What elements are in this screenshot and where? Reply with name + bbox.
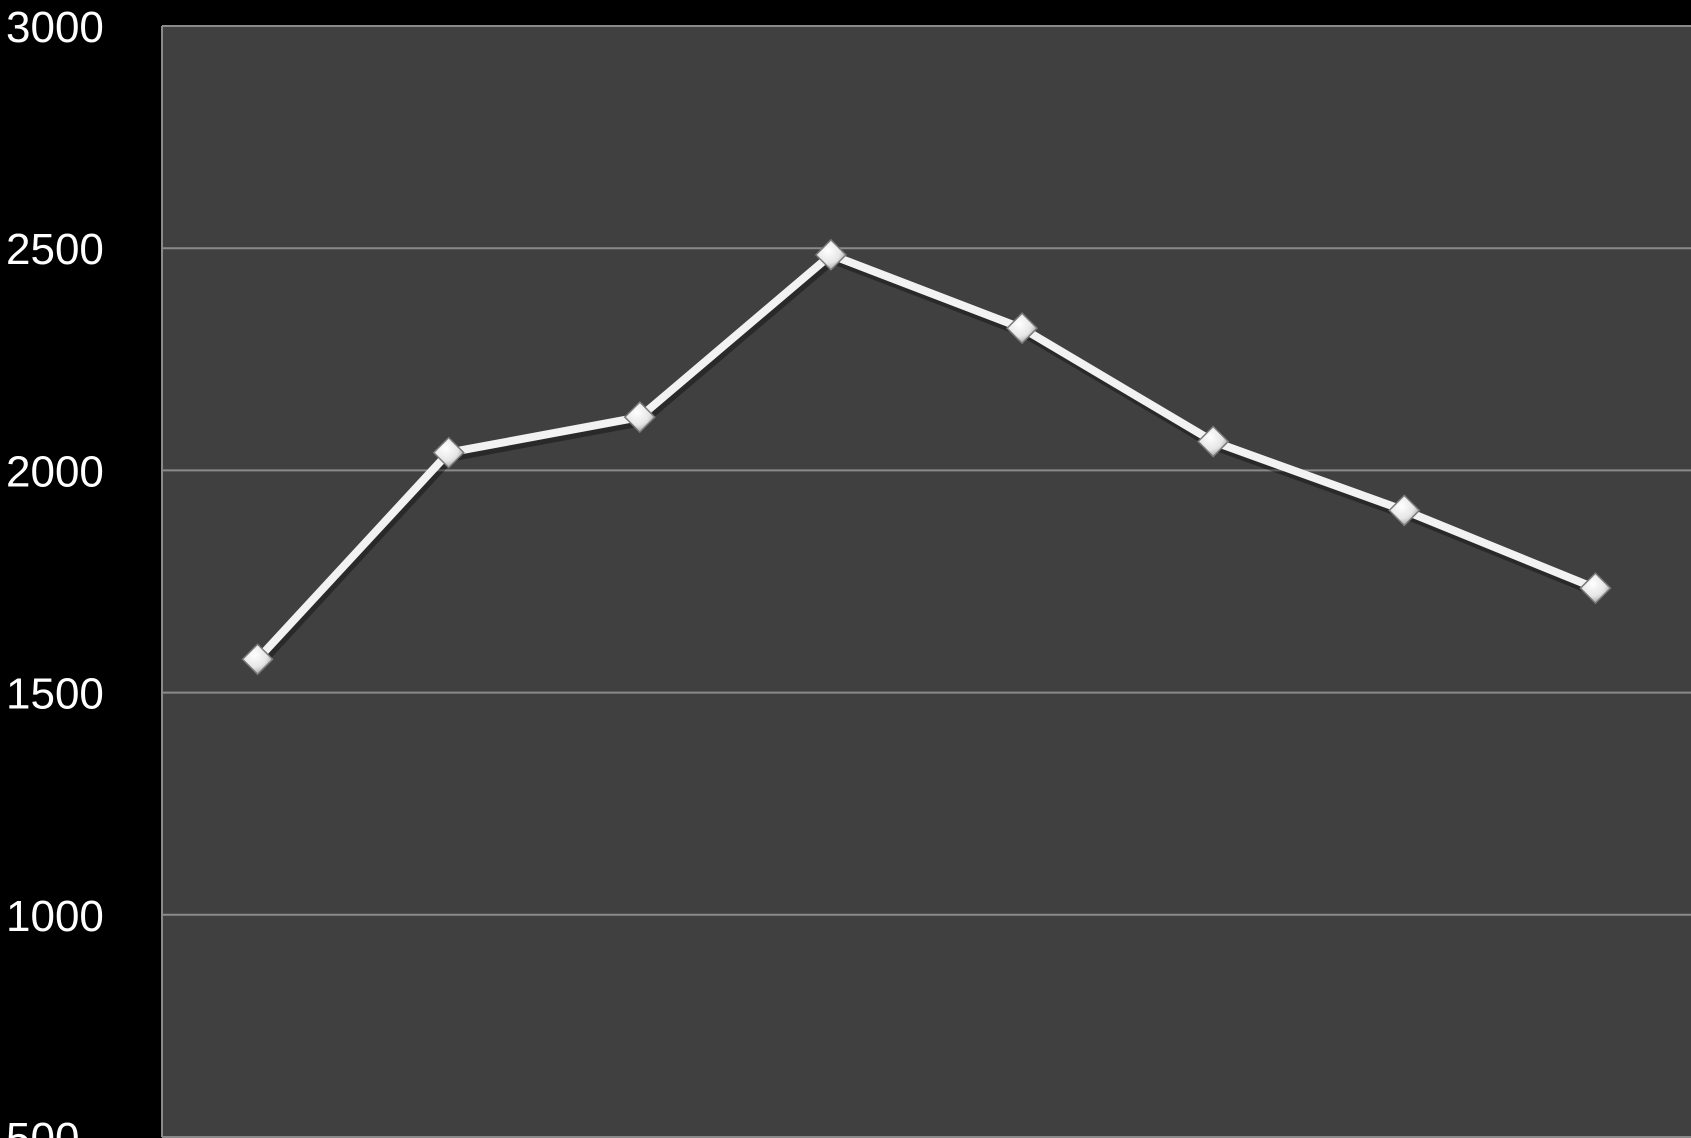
y-tick-label: 1000 bbox=[6, 892, 104, 941]
y-tick-label: 2000 bbox=[6, 447, 104, 496]
data-point-marker bbox=[814, 238, 847, 271]
data-point-marker bbox=[241, 643, 274, 676]
data-point-marker bbox=[432, 436, 465, 469]
data-point-marker bbox=[1197, 425, 1230, 458]
gridlines bbox=[161, 25, 1691, 1138]
y-axis-tick-labels: 3000 2500 2000 1500 1000 500 bbox=[6, 3, 104, 1138]
data-point-marker bbox=[623, 401, 656, 434]
series-layer bbox=[241, 238, 1612, 676]
series-line bbox=[254, 250, 1597, 663]
data-point-marker bbox=[1579, 572, 1612, 605]
y-tick-label: 3000 bbox=[6, 3, 104, 52]
y-tick-label: 1500 bbox=[6, 670, 104, 719]
y-tick-label: 2500 bbox=[6, 225, 104, 274]
data-point-marker bbox=[1006, 312, 1039, 345]
plot-area bbox=[162, 26, 1691, 1137]
data-point-marker bbox=[1388, 494, 1421, 527]
y-tick-label: 500 bbox=[6, 1114, 79, 1138]
